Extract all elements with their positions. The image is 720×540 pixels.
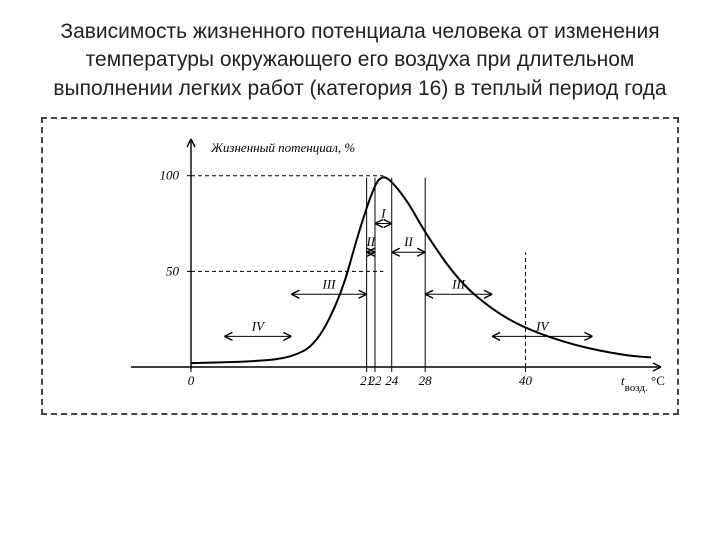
x-tick-label: 40 [519, 373, 533, 388]
zone-label: III [451, 276, 466, 291]
zone-label: II [365, 234, 375, 249]
life-potential-chart: 1005002122242840IIIIIIIIIIIIVIVЖизненный… [41, 117, 679, 415]
zone-label: IV [535, 318, 550, 333]
chart-container: 1005002122242840IIIIIIIIIIIIVIVЖизненный… [41, 117, 679, 415]
zone-label: III [322, 276, 337, 291]
page-title: Зависимость жизненного потенциала челове… [40, 18, 680, 103]
zone-label: II [403, 234, 413, 249]
zone-label: I [380, 206, 386, 221]
x-tick-label: 28 [419, 373, 433, 388]
y-axis-label: Жизненный потенциал, % [210, 140, 355, 155]
x-axis-label: tвозд. °С [621, 373, 665, 394]
y-tick-label: 50 [166, 263, 180, 278]
x-tick-label: 0 [188, 373, 195, 388]
y-tick-label: 100 [160, 168, 180, 183]
x-tick-label: 22 [369, 373, 383, 388]
zone-label: IV [251, 318, 266, 333]
x-tick-label: 24 [385, 373, 399, 388]
curve-line [191, 177, 651, 363]
